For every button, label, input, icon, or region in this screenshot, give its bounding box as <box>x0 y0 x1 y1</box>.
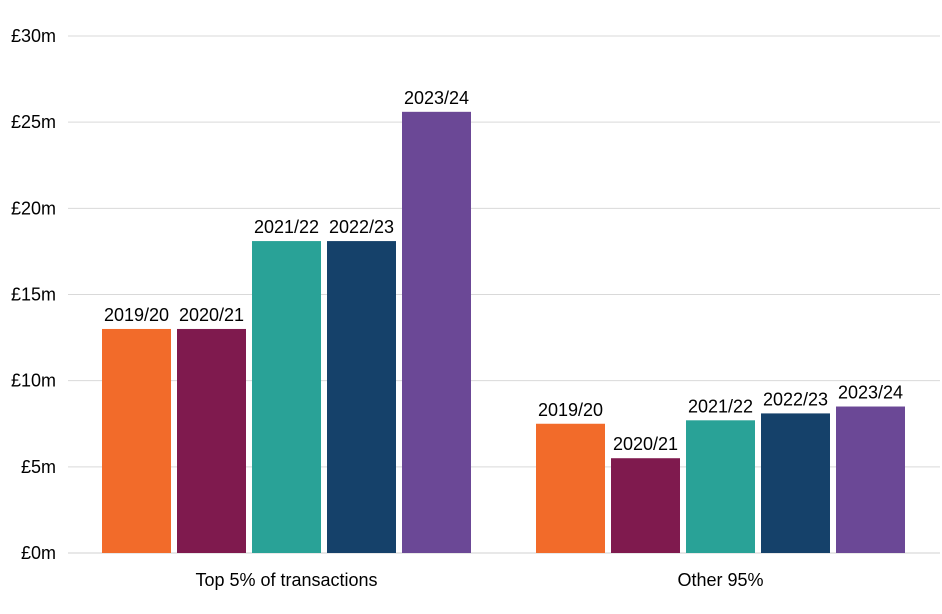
bars <box>102 111 905 554</box>
bar <box>536 423 605 553</box>
bar <box>252 241 321 553</box>
bar-data-label: 2020/21 <box>613 434 678 454</box>
y-axis-tick-labels: £0m £5m £10m £15m £20m £25m £30m <box>11 26 56 563</box>
bar <box>686 420 755 553</box>
bar <box>402 111 471 554</box>
x-axis-category-labels: Top 5% of transactions Other 95% <box>195 570 763 590</box>
y-tick-label: £25m <box>11 112 56 132</box>
bar <box>177 328 246 553</box>
bar-data-label: 2021/22 <box>688 396 753 416</box>
bar-data-label: 2021/22 <box>254 217 319 237</box>
y-tick-label: £5m <box>21 457 56 477</box>
bar <box>102 328 171 553</box>
bar-data-label: 2022/23 <box>763 389 828 409</box>
bar <box>761 413 830 553</box>
y-tick-label: £30m <box>11 26 56 46</box>
x-category-label: Top 5% of transactions <box>195 570 377 590</box>
y-tick-label: £15m <box>11 285 56 305</box>
x-category-label: Other 95% <box>677 570 763 590</box>
bar-data-label: 2019/20 <box>538 400 603 420</box>
bar <box>836 406 905 553</box>
bar-data-label: 2022/23 <box>329 217 394 237</box>
bar-data-label: 2020/21 <box>179 305 244 325</box>
y-tick-label: £10m <box>11 371 56 391</box>
bar-data-labels: 2019/20 2020/21 2021/22 2022/23 2023/24 2019/… <box>104 88 903 454</box>
bar <box>611 458 680 553</box>
bar <box>327 241 396 553</box>
y-tick-label: £0m <box>21 543 56 563</box>
bar-data-label: 2019/20 <box>104 305 169 325</box>
bar-data-label: 2023/24 <box>404 88 469 108</box>
bar-data-label: 2023/24 <box>838 383 903 403</box>
y-tick-label: £20m <box>11 198 56 218</box>
